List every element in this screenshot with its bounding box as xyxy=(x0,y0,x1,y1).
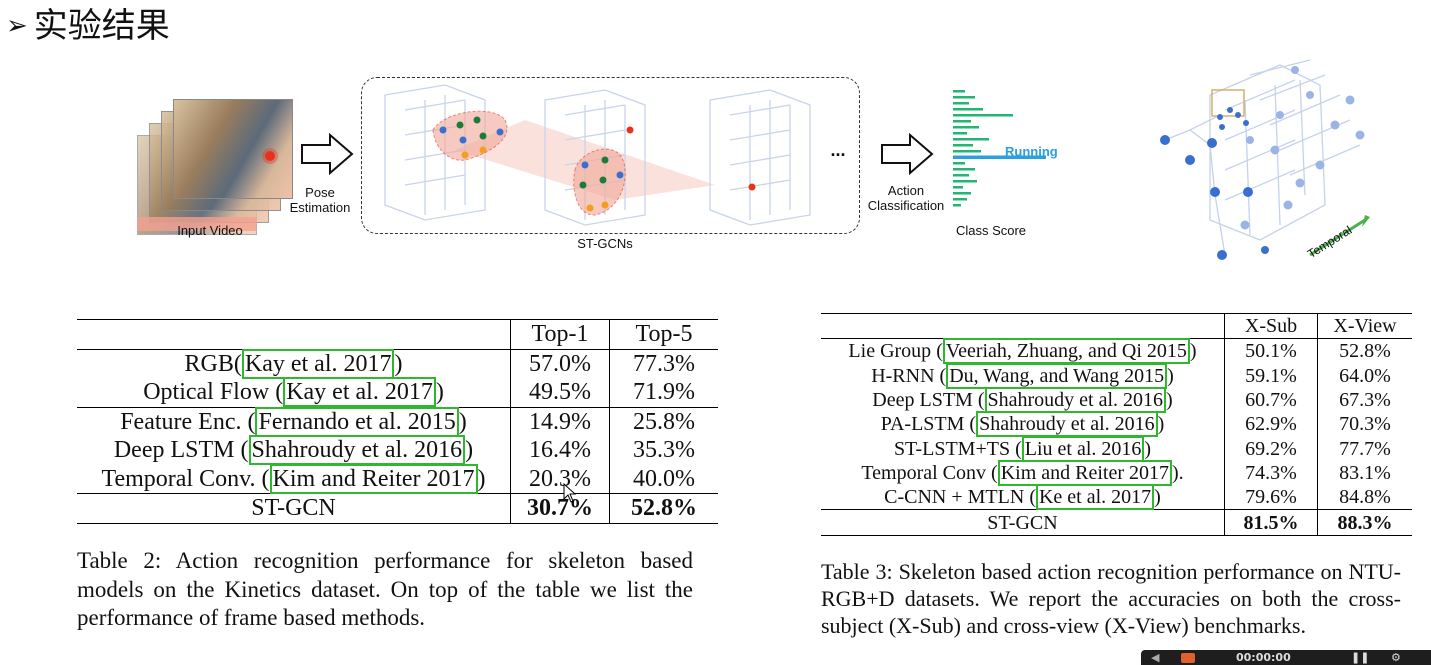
table-row-stgcn: ST-GCN 30.7% 52.8% xyxy=(77,493,718,524)
arrow-bullet-icon: ➢ xyxy=(6,11,28,41)
header-xview: X-View xyxy=(1317,312,1412,340)
player-toolbar[interactable]: ◀ 00:00:00 ❚❚ ⚙ xyxy=(1141,650,1431,665)
stgcn-graphs xyxy=(384,84,811,226)
citation-highlight: Shahroudy et al. 2016 xyxy=(976,411,1158,438)
stgcn-dashed-box xyxy=(361,77,860,234)
table-3: X-Sub X-View Lie Group (Veeriah, Zhuang,… xyxy=(821,312,1412,536)
pause-icon[interactable]: ❚❚ xyxy=(1351,651,1370,664)
input-video-frames xyxy=(137,99,297,245)
citation-highlight: Veeriah, Zhuang, and Qi 2015 xyxy=(942,338,1190,365)
citation-highlight: Kim and Reiter 2017 xyxy=(269,463,478,494)
pose-arrow-icon xyxy=(301,133,354,175)
citation-highlight: Shahroudy et al. 2016 xyxy=(984,387,1167,414)
header-top5: Top-5 xyxy=(609,319,718,350)
citation-highlight: Du, Wang, and Wang 2015 xyxy=(946,362,1168,389)
input-video-label: Input Video xyxy=(177,223,243,238)
class-score-bars xyxy=(953,90,1046,207)
citation-highlight: Kay et al. 2017 xyxy=(283,377,436,408)
toolbar-icon[interactable]: ◀ xyxy=(1151,651,1160,664)
record-icon[interactable] xyxy=(1181,653,1195,663)
table-header-row: Top-1 Top-5 xyxy=(77,319,718,350)
class-score-label: Class Score xyxy=(955,223,1027,238)
slide-title: ➢ 实验结果 xyxy=(6,0,170,47)
table-row: Deep LSTM (Shahroudy et al. 2016) 16.4% 3… xyxy=(77,435,718,466)
classification-arrow-icon xyxy=(881,133,934,175)
header-method xyxy=(77,319,511,350)
spatial-temporal-graph xyxy=(1160,59,1370,260)
table-row: H-RNN (Du, Wang, and Wang 2015) 59.1% 64.… xyxy=(821,362,1412,389)
slide-title-text: 实验结果 xyxy=(33,6,170,46)
table-header-row: X-Sub X-View xyxy=(821,312,1412,340)
citation-highlight: Shahroudy et al. 2016 xyxy=(248,435,466,466)
table-row: RGB(Kay et al. 2017) 57.0% 77.3% xyxy=(77,348,718,379)
table-3-caption: Table 3: Skeleton based action recogniti… xyxy=(821,559,1401,638)
table-row: Temporal Conv (Kim and Reiter 2017). 74.… xyxy=(821,459,1412,486)
table-row-stgcn: ST-GCN 81.5% 88.3% xyxy=(821,509,1412,536)
pose-label: Pose Estimation xyxy=(289,185,351,215)
citation-highlight: Fernando et al. 2015 xyxy=(255,406,459,437)
header-method xyxy=(821,312,1225,340)
action-classification-label: Action Classification xyxy=(867,183,945,213)
table-row: Feature Enc. (Fernando et al. 2015) 14.9… xyxy=(77,406,718,437)
table-row: C-CNN + MTLN (Ke et al. 2017) 79.6% 84.8% xyxy=(821,484,1412,511)
header-top1: Top-1 xyxy=(510,319,610,350)
table-2: Top-1 Top-5 RGB(Kay et al. 2017) 57.0% 77… xyxy=(77,319,718,524)
table-row: Temporal Conv. (Kim and Reiter 2017) 20.… xyxy=(77,463,718,494)
citation-highlight: Kim and Reiter 2017 xyxy=(997,459,1172,486)
table-row: Lie Group (Veeriah, Zhuang, and Qi 2015)… xyxy=(821,338,1412,365)
table-row: Optical Flow (Kay et al. 2017) 49.5% 71.9… xyxy=(77,377,718,408)
table-row: Deep LSTM (Shahroudy et al. 2016) 60.7% 6… xyxy=(821,387,1412,414)
citation-highlight: Liu et al. 2016 xyxy=(1021,435,1145,462)
settings-icon[interactable]: ⚙ xyxy=(1391,651,1401,664)
stgcns-label: ST-GCNs xyxy=(577,236,633,251)
toolbar-time: 00:00:00 xyxy=(1236,651,1291,664)
table-row: PA-LSTM (Shahroudy et al. 2016) 62.9% 70.… xyxy=(821,411,1412,438)
table-row: ST-LSTM+TS (Liu et al. 2016) 69.2% 77.7% xyxy=(821,435,1412,462)
table-2-caption: Table 2: Action recognition performance … xyxy=(77,548,693,630)
mouse-cursor-icon xyxy=(563,483,577,503)
citation-highlight: Ke et al. 2017 xyxy=(1035,484,1155,511)
running-label: Running xyxy=(1005,144,1058,159)
header-xsub: X-Sub xyxy=(1224,312,1318,340)
ellipsis: ... xyxy=(830,140,846,160)
citation-highlight: Kay et al. 2017 xyxy=(241,348,395,379)
